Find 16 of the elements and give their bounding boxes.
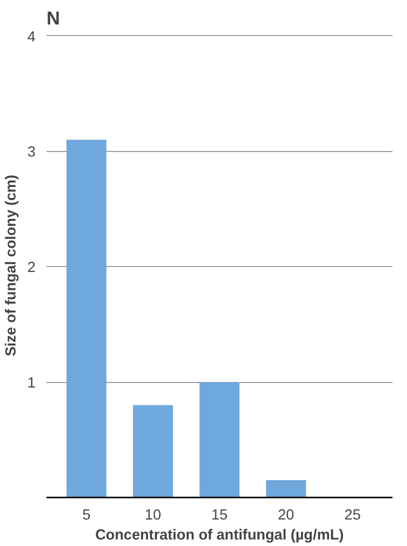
y-tick-label: 3 [27,144,36,161]
y-tick-label: 2 [27,260,36,276]
bar [200,382,240,498]
x-axis-title: Concentration of antifungal (µg/mL) [95,528,344,544]
x-tick-label: 15 [211,508,228,524]
bar [266,480,306,498]
x-tick-label: 25 [344,508,361,524]
y-tick-label: 4 [27,29,36,46]
x-tick-label: 10 [144,508,162,524]
x-tick-label: 20 [278,508,294,524]
y-tick-label: 1 [27,376,36,392]
y-axis-title: Size of fungal colony (cm) [3,174,20,356]
x-tick-label: 5 [82,508,91,524]
chart-title: N [46,8,60,28]
bar [66,140,106,498]
bar [133,405,173,498]
